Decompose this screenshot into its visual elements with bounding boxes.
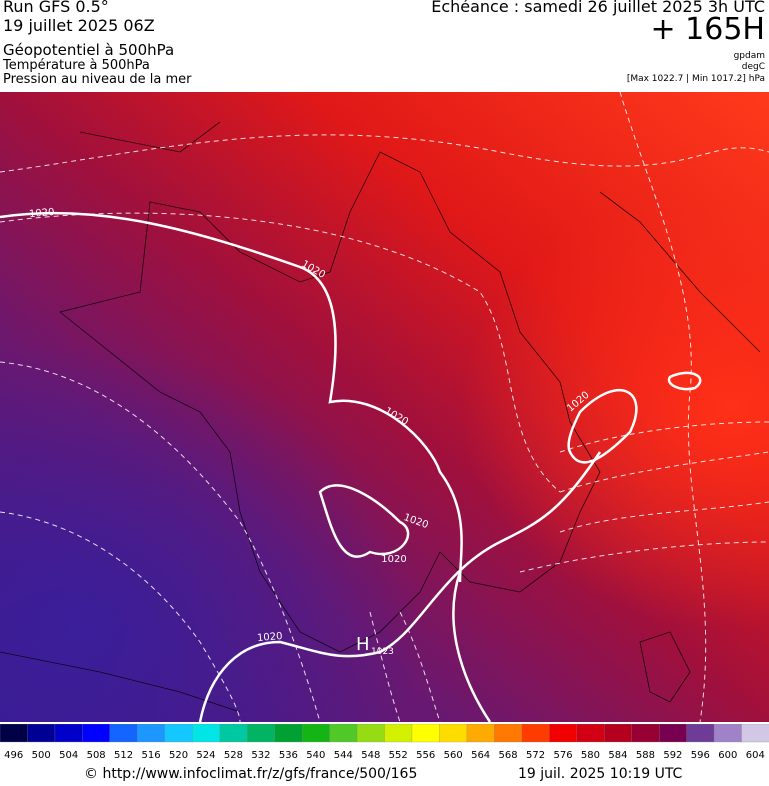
color-cell bbox=[521, 724, 550, 743]
color-cell bbox=[384, 724, 413, 743]
color-label: 584 bbox=[608, 750, 627, 761]
color-label: 504 bbox=[59, 750, 78, 761]
color-cell bbox=[0, 724, 29, 743]
color-cell bbox=[109, 724, 138, 743]
color-cell bbox=[494, 724, 523, 743]
color-label: 508 bbox=[87, 750, 106, 761]
offset: + 165H bbox=[650, 12, 766, 47]
color-label: 604 bbox=[746, 750, 765, 761]
color-label: 588 bbox=[636, 750, 655, 761]
color-cell bbox=[741, 724, 769, 743]
color-label: 512 bbox=[114, 750, 133, 761]
title: Run GFS 0.5° bbox=[3, 0, 109, 16]
color-cell bbox=[356, 724, 386, 743]
color-cell bbox=[301, 724, 331, 743]
field: Géopotentiel à 500hPa bbox=[3, 41, 175, 59]
timestamp: 19 juil. 2025 10:19 UTC bbox=[518, 766, 683, 782]
unit: degC bbox=[741, 62, 765, 72]
color-label: 532 bbox=[251, 750, 270, 761]
color-cell bbox=[274, 724, 303, 743]
color-label: 524 bbox=[196, 750, 215, 761]
unit: [Max 1022.7 | Min 1017.2] hPa bbox=[626, 74, 765, 84]
color-label: 596 bbox=[691, 750, 710, 761]
color-label: 516 bbox=[142, 750, 161, 761]
field: Pression au niveau de la mer bbox=[3, 72, 192, 87]
color-label: 552 bbox=[389, 750, 408, 761]
isobar-label: 1020 bbox=[381, 554, 406, 565]
high-value: 1023 bbox=[371, 647, 394, 657]
color-label: 548 bbox=[361, 750, 380, 761]
isobar-label: 1020 bbox=[29, 207, 55, 220]
color-label: 528 bbox=[224, 750, 243, 761]
color-cell bbox=[411, 724, 441, 743]
color-label: 540 bbox=[306, 750, 325, 761]
color-cell bbox=[137, 724, 166, 743]
color-label: 560 bbox=[444, 750, 463, 761]
color-cell bbox=[329, 724, 358, 743]
color-cell bbox=[604, 724, 633, 743]
color-label: 592 bbox=[663, 750, 682, 761]
high-symbol: H bbox=[356, 634, 370, 655]
color-label: 572 bbox=[526, 750, 545, 761]
color-cell bbox=[192, 724, 221, 743]
color-cell bbox=[219, 724, 248, 743]
color-cell bbox=[631, 724, 660, 743]
field: Température à 500hPa bbox=[3, 58, 150, 73]
color-cell bbox=[82, 724, 111, 743]
color-cell bbox=[164, 724, 193, 743]
color-cell bbox=[27, 724, 56, 743]
color-label: 496 bbox=[4, 750, 23, 761]
color-cell bbox=[576, 724, 605, 743]
color-label: 544 bbox=[334, 750, 353, 761]
color-label: 500 bbox=[32, 750, 51, 761]
color-label: 568 bbox=[499, 750, 518, 761]
color-label: 600 bbox=[718, 750, 737, 761]
color-cell bbox=[713, 724, 743, 743]
run: 19 juillet 2025 06Z bbox=[3, 16, 155, 35]
color-cell bbox=[439, 724, 468, 743]
color-label: 564 bbox=[471, 750, 490, 761]
color-label: 576 bbox=[553, 750, 572, 761]
colorbar: 496 500 504 508 512 516 520 524 528 532 536 540 544 5… bbox=[0, 724, 769, 761]
color-cell bbox=[247, 724, 276, 743]
color-cell bbox=[54, 724, 84, 743]
color-label: 520 bbox=[169, 750, 188, 761]
color-cell bbox=[658, 724, 688, 743]
color-label: 556 bbox=[416, 750, 435, 761]
color-label: 536 bbox=[279, 750, 298, 761]
credit: © http://www.infoclimat.fr/z/gfs/france/… bbox=[84, 766, 418, 782]
unit: gpdam bbox=[733, 51, 765, 61]
echeance: Echéance : samedi 26 juillet 2025 3h UTC bbox=[431, 0, 765, 16]
color-cell bbox=[549, 724, 578, 743]
isobar-label: 1020 bbox=[257, 631, 283, 644]
color-cell bbox=[466, 724, 496, 743]
color-cell bbox=[686, 724, 715, 743]
color-label: 580 bbox=[581, 750, 600, 761]
